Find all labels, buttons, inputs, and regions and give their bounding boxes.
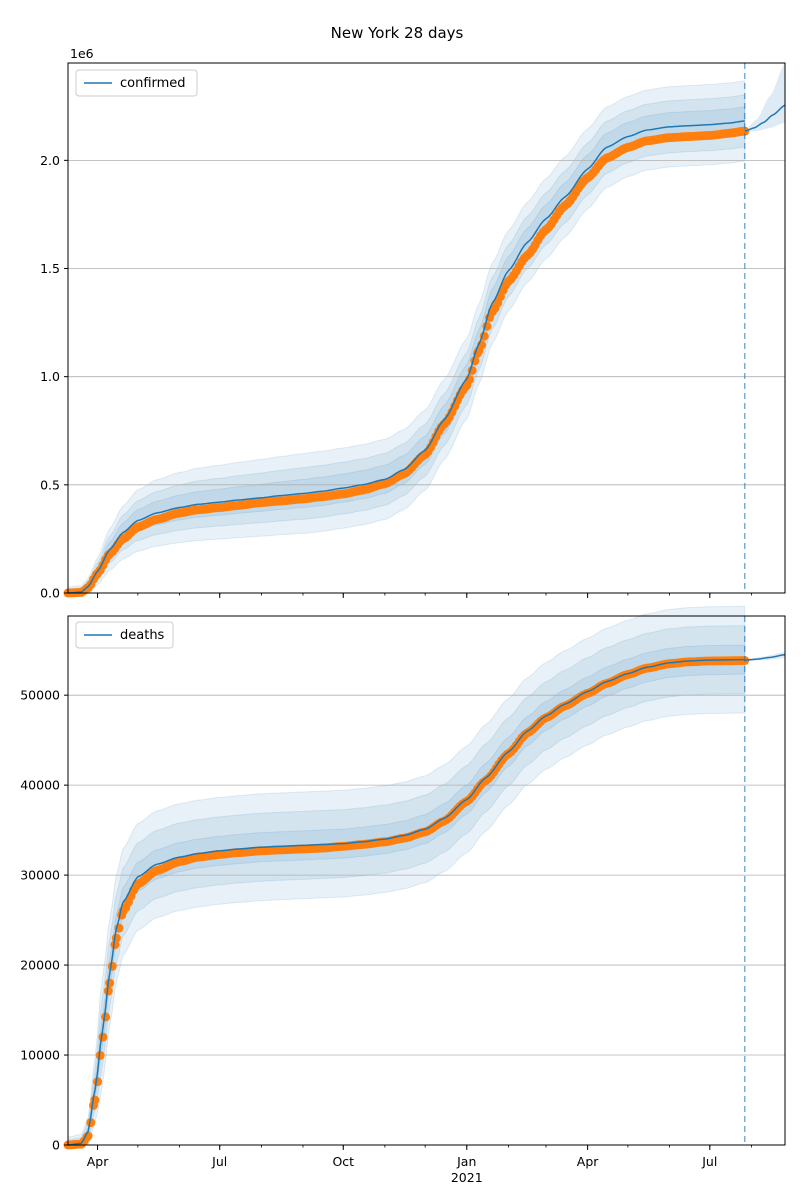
observed-point (90, 1095, 100, 1105)
figure-title: New York 28 days (331, 24, 464, 42)
x-tick-label: Jul (701, 1154, 717, 1169)
observed-point (93, 1077, 103, 1087)
y-tick-label: 1.0 (40, 369, 60, 384)
observed-point (111, 933, 121, 943)
deaths-legend: deaths (75, 621, 174, 649)
fit-line (67, 120, 745, 594)
y-offset-label: 1e6 (70, 46, 94, 61)
y-tick-label: 0 (52, 1138, 60, 1153)
y-tick-label: 0.0 (40, 586, 60, 601)
uncertainty-band-0 (67, 605, 746, 1146)
confirmed-observed-points (63, 126, 750, 598)
x-tick-label: Jul (211, 1154, 227, 1169)
deaths-panel: 0 10000 20000 30000 40000 50000 deaths (20, 605, 786, 1153)
y-tick-label: 20000 (20, 958, 60, 973)
forecast-band (744, 63, 785, 133)
deaths-fit-lines (67, 616, 786, 1146)
observed-point (95, 1050, 105, 1060)
y-tick-label: 40000 (20, 778, 60, 793)
observed-point (107, 961, 117, 971)
x-tick-label: Apr (577, 1154, 599, 1169)
fit-line (67, 658, 745, 1146)
uncertainty-band-1 (67, 625, 746, 1146)
axes-frame (67, 615, 786, 1146)
legend-label-confirmed: confirmed (120, 76, 186, 91)
y-tick-label: 30000 (20, 868, 60, 883)
confirmed-panel: 0.0 0.5 1.0 1.5 2.0 1e6 confirmed (40, 46, 786, 601)
observed-point (98, 1032, 108, 1042)
forecast-line (744, 653, 786, 661)
confirmed-legend: confirmed (75, 69, 198, 97)
confirmed-axes: 0.0 0.5 1.0 1.5 2.0 (40, 62, 786, 601)
y-tick-label: 2.0 (40, 153, 60, 168)
confirmed-uncertainty-bands (67, 63, 785, 594)
observed-point (105, 978, 115, 988)
deaths-axes: 0 10000 20000 30000 40000 50000 (20, 615, 786, 1153)
y-tick-label: 50000 (20, 688, 60, 703)
uncertainty-band-0 (67, 80, 746, 594)
legend-label-deaths: deaths (120, 628, 165, 643)
deaths-uncertainty-bands (67, 605, 785, 1146)
confirmed-gridlines (68, 159, 785, 486)
deaths-observed-points (63, 656, 750, 1150)
y-tick-label: 0.5 (40, 477, 60, 492)
x-tick-label: Apr (87, 1154, 109, 1169)
x-axis-labels: Apr Jul Oct Jan Apr Jul 2021 (87, 1154, 718, 1185)
forecast-line (744, 104, 786, 132)
observed-point (101, 1012, 111, 1022)
deaths-gridlines (68, 694, 785, 1056)
y-tick-label: 1.5 (40, 261, 60, 276)
uncertainty-band-2 (67, 644, 746, 1146)
observed-point (103, 986, 113, 996)
x-tick-label: Jan (456, 1154, 476, 1169)
y-tick-label: 10000 (20, 1048, 60, 1063)
confirmed-fit-lines (67, 63, 786, 594)
axes-frame (67, 62, 786, 594)
x-tick-label: Oct (332, 1154, 354, 1169)
x-year-label: 2021 (451, 1170, 483, 1185)
